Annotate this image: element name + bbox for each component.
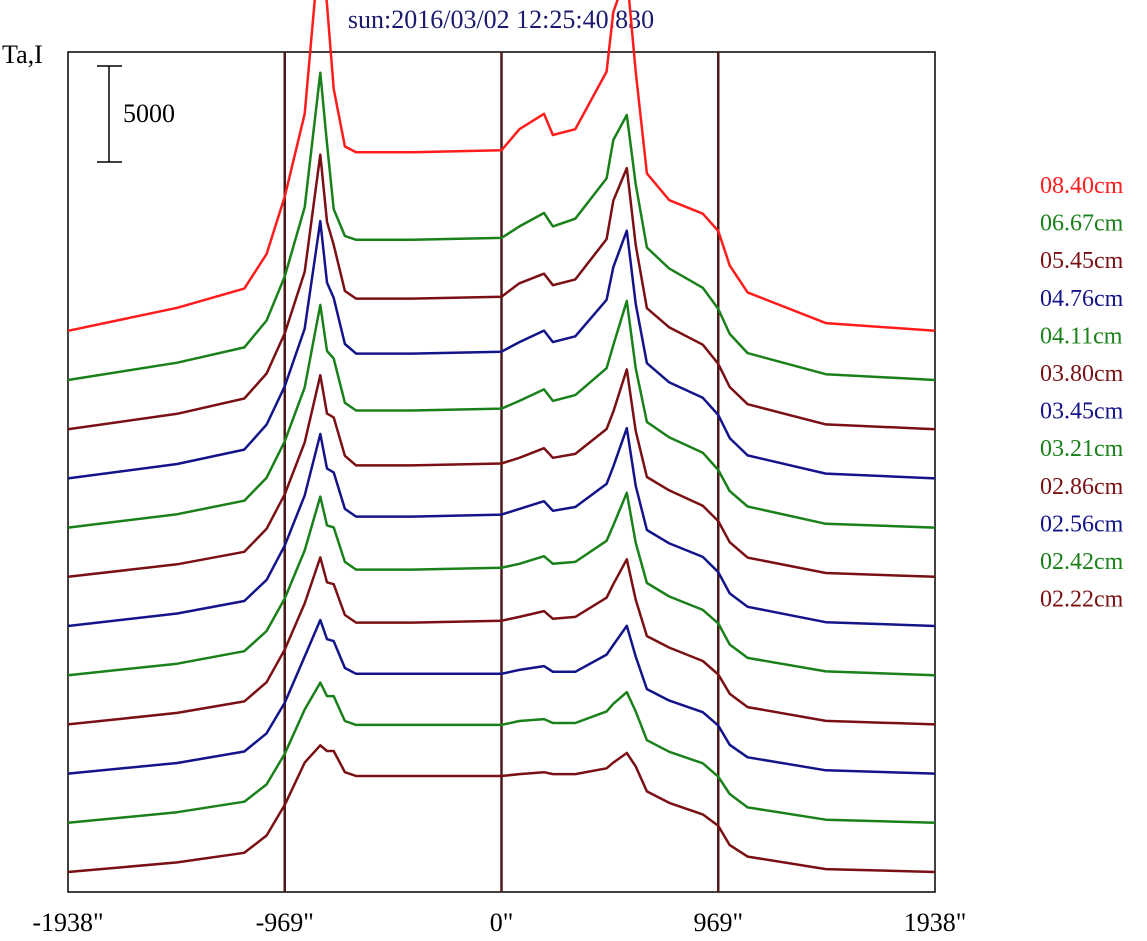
x-tick-label: -1938" [32, 908, 103, 937]
series-line-04.11cm [67, 299, 936, 529]
legend-item-02.22cm: 02.22cm [1040, 587, 1124, 613]
series-line-06.67cm [67, 71, 936, 382]
series-line-05.45cm [67, 153, 936, 431]
series-line-03.80cm [67, 368, 936, 579]
legend-item-03.45cm: 03.45cm [1040, 399, 1124, 425]
scale-bar-label: 5000 [123, 99, 175, 128]
chart-title: sun:2016/03/02 12:25:40.830 [348, 5, 654, 34]
y-axis-label: Ta,I [2, 40, 43, 69]
series-layer [67, 0, 936, 874]
x-tick-label: 0" [490, 908, 514, 937]
legend-item-06.67cm: 06.67cm [1040, 211, 1124, 237]
legend-item-05.45cm: 05.45cm [1040, 248, 1124, 274]
x-tick-label: -969" [256, 908, 314, 937]
legend-item-03.21cm: 03.21cm [1040, 436, 1124, 462]
legend-item-02.56cm: 02.56cm [1040, 511, 1124, 537]
series-line-02.42cm [67, 681, 936, 825]
legend-item-04.11cm: 04.11cm [1040, 323, 1123, 349]
series-line-03.21cm [67, 491, 936, 677]
legend-item-08.40cm: 08.40cm [1040, 173, 1124, 199]
series-line-03.45cm [67, 426, 936, 628]
legend-item-03.80cm: 03.80cm [1040, 361, 1124, 387]
legend-item-04.76cm: 04.76cm [1040, 286, 1124, 312]
x-tick-label: 969" [693, 908, 743, 937]
legend-item-02.42cm: 02.42cm [1040, 549, 1124, 575]
scale-bar: 5000 [97, 65, 175, 163]
legend: 08.40cm 06.67cm 05.45cm 04.76cm 04.11cm 03.80… [1040, 173, 1124, 613]
x-tick-labels: -1938" -969" 0" 969" 1938" [32, 908, 966, 937]
series-line-02.56cm [67, 618, 936, 775]
series-line-08.40cm [67, 0, 936, 333]
series-line-02.86cm [67, 556, 936, 726]
series-line-02.22cm [67, 744, 936, 874]
legend-item-02.86cm: 02.86cm [1040, 474, 1124, 500]
series-line-04.76cm [67, 219, 936, 480]
x-tick-label: 1938" [904, 908, 967, 937]
